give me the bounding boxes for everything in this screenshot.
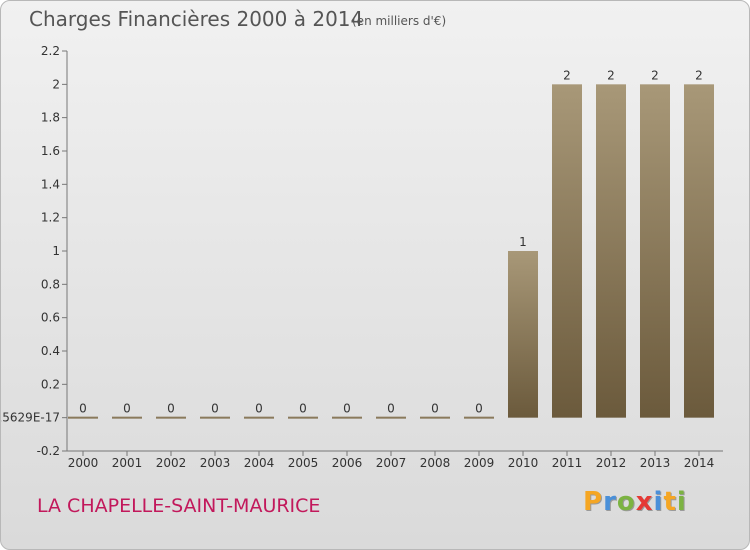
logo-letter: P bbox=[583, 487, 604, 517]
x-tick-label: 2002 bbox=[156, 456, 187, 470]
bar bbox=[332, 416, 362, 419]
bar-value-label: 0 bbox=[343, 402, 351, 416]
bar bbox=[200, 416, 230, 419]
x-tick-label: 2001 bbox=[112, 456, 143, 470]
x-tick-label: 2004 bbox=[244, 456, 275, 470]
x-tick-label: 2000 bbox=[68, 456, 99, 470]
logo-letter: i bbox=[653, 487, 664, 517]
y-tick-label: 0.8 bbox=[41, 277, 60, 291]
logo-letter: i bbox=[676, 487, 687, 517]
bar bbox=[68, 416, 98, 419]
x-tick-label: 2005 bbox=[288, 456, 319, 470]
y-tick-label: -15629E-17 bbox=[1, 411, 60, 425]
x-tick-label: 2014 bbox=[684, 456, 715, 470]
y-tick-label: -0.2 bbox=[37, 444, 60, 458]
bar bbox=[156, 416, 186, 419]
y-tick-label: 0.4 bbox=[41, 344, 60, 358]
bar-value-label: 0 bbox=[431, 402, 439, 416]
y-tick-label: 2 bbox=[52, 77, 60, 91]
y-tick-label: 0.6 bbox=[41, 311, 60, 325]
x-tick-label: 2008 bbox=[420, 456, 451, 470]
bar bbox=[684, 84, 714, 418]
bar bbox=[552, 84, 582, 418]
bar bbox=[244, 416, 274, 419]
bar bbox=[420, 416, 450, 419]
chart-title: Charges Financières 2000 à 2014 bbox=[29, 7, 364, 31]
bar-value-label: 1 bbox=[519, 235, 527, 249]
x-tick-label: 2003 bbox=[200, 456, 231, 470]
bar bbox=[508, 251, 538, 418]
bar-value-label: 0 bbox=[123, 402, 131, 416]
logo-letter: o bbox=[616, 487, 636, 517]
x-tick-label: 2007 bbox=[376, 456, 407, 470]
bar bbox=[640, 84, 670, 418]
proxiti-logo[interactable]: Proxiti bbox=[583, 487, 687, 517]
commune-name: LA CHAPELLE-SAINT-MAURICE bbox=[37, 495, 321, 517]
unit-note: (en milliers d'€) bbox=[352, 14, 447, 28]
y-tick-label: 1.8 bbox=[41, 111, 60, 125]
bar bbox=[112, 416, 142, 419]
x-tick-label: 2011 bbox=[552, 456, 583, 470]
bar-value-label: 0 bbox=[255, 402, 263, 416]
logo-letter: x bbox=[635, 487, 654, 517]
x-tick-label: 2010 bbox=[508, 456, 539, 470]
logo-letter: r bbox=[603, 487, 617, 517]
bar bbox=[288, 416, 318, 419]
x-tick-label: 2006 bbox=[332, 456, 363, 470]
bar-value-label: 2 bbox=[563, 68, 571, 82]
bar-value-label: 0 bbox=[79, 402, 87, 416]
x-tick-label: 2009 bbox=[464, 456, 495, 470]
logo-letter: t bbox=[663, 487, 677, 517]
bar bbox=[464, 416, 494, 419]
bar-value-label: 0 bbox=[167, 402, 175, 416]
bar-value-label: 0 bbox=[299, 402, 307, 416]
y-tick-label: 2.2 bbox=[41, 44, 60, 58]
x-tick-label: 2012 bbox=[596, 456, 627, 470]
bar-value-label: 0 bbox=[387, 402, 395, 416]
bar-value-label: 0 bbox=[211, 402, 219, 416]
bar-value-label: 2 bbox=[651, 68, 659, 82]
x-tick-label: 2013 bbox=[640, 456, 671, 470]
y-tick-label: 1.2 bbox=[41, 211, 60, 225]
y-tick-label: 1.4 bbox=[41, 177, 60, 191]
bar-value-label: 0 bbox=[475, 402, 483, 416]
bar bbox=[596, 84, 626, 418]
bar-value-label: 2 bbox=[695, 68, 703, 82]
y-tick-label: 0.2 bbox=[41, 377, 60, 391]
y-tick-label: 1.6 bbox=[41, 144, 60, 158]
y-tick-label: 1 bbox=[52, 244, 60, 258]
bar-value-label: 2 bbox=[607, 68, 615, 82]
bar bbox=[376, 416, 406, 419]
